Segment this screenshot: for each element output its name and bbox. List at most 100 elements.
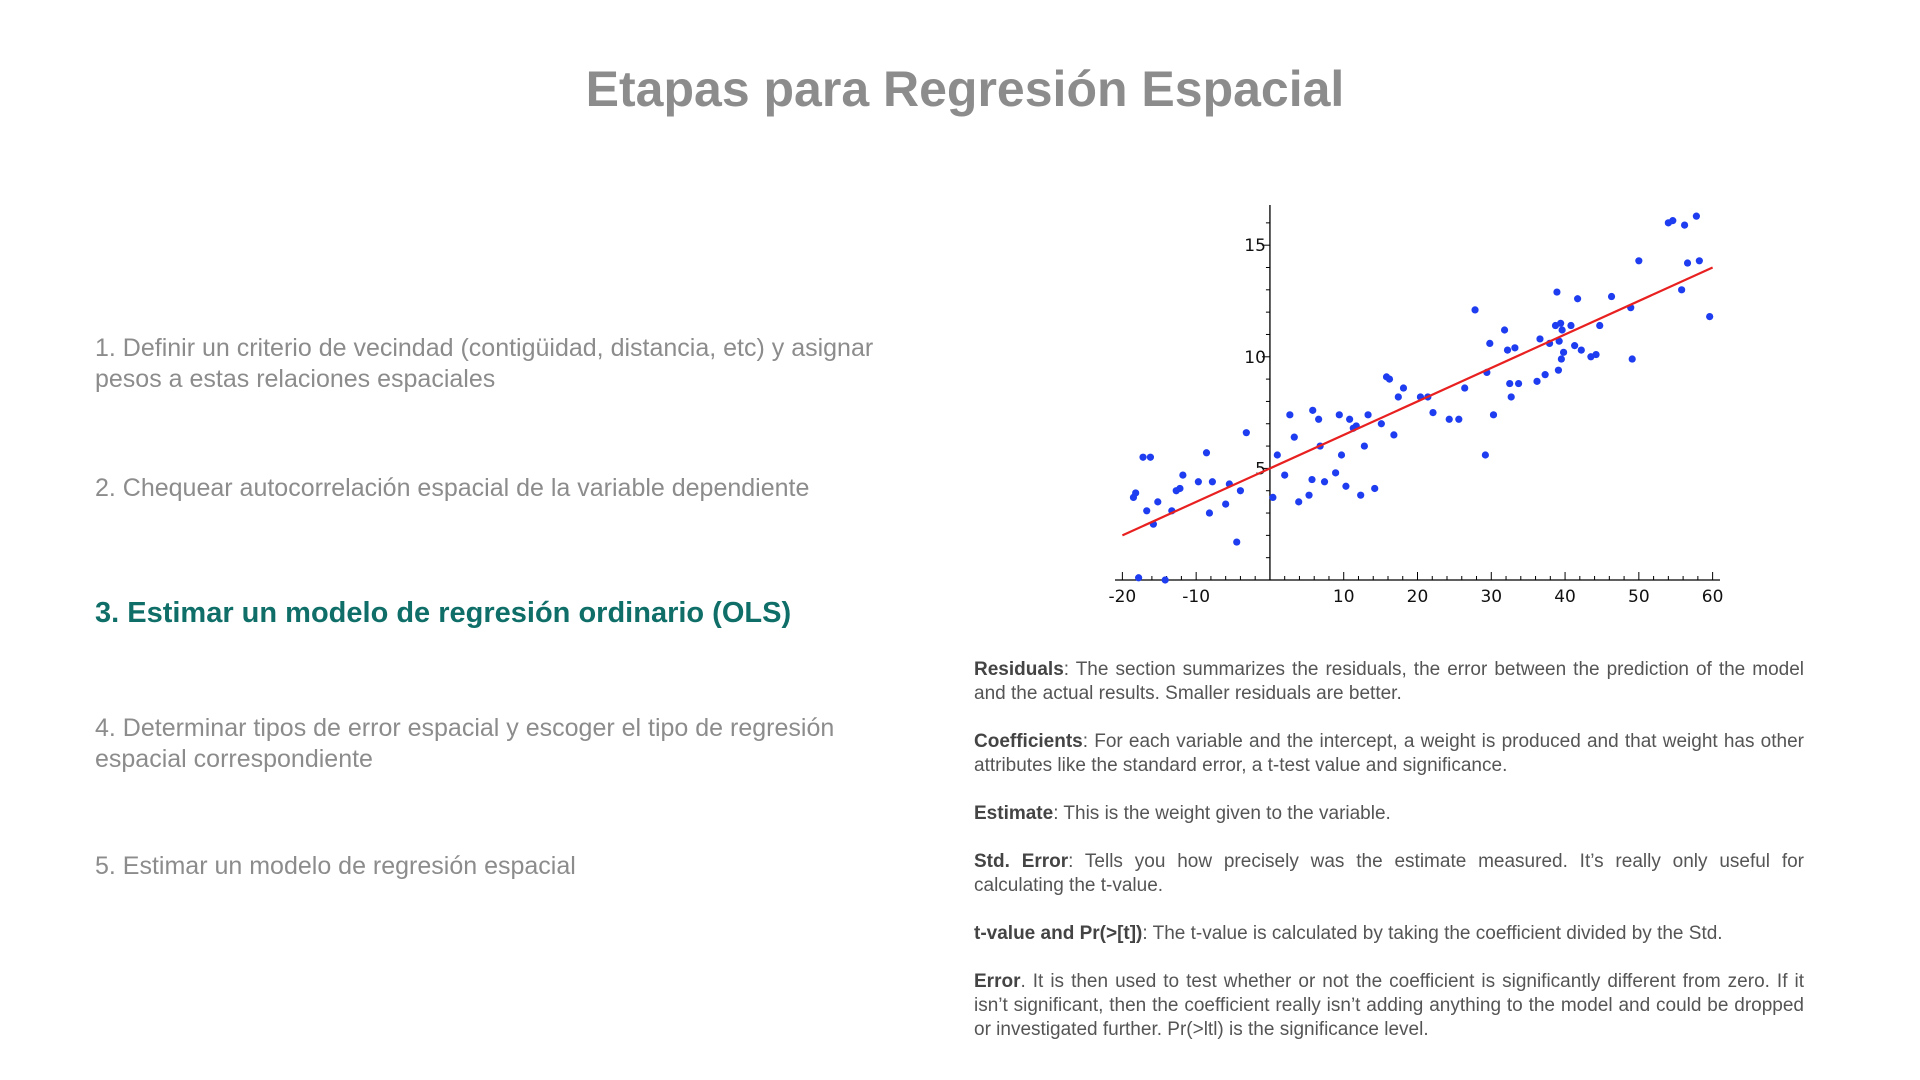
- data-point: [1385, 375, 1394, 383]
- data-point: [1680, 221, 1689, 229]
- data-point: [1281, 471, 1289, 479]
- step-4: 4. Determinar tipos de error espacial y …: [95, 714, 835, 773]
- data-point: [1176, 484, 1184, 493]
- note-text: . It is then used to test whether or not…: [974, 971, 1804, 1040]
- data-point: [1305, 491, 1313, 499]
- data-point: [1273, 451, 1281, 459]
- note-text: : For each variable and the intercept, a…: [974, 731, 1804, 776]
- data-point: [1559, 348, 1568, 356]
- x-axis: -20 -10 10 20 30 40 50 60: [1108, 572, 1723, 607]
- data-point: [1533, 377, 1541, 385]
- x-tick-label: 30: [1480, 587, 1502, 607]
- data-point: [1511, 344, 1519, 352]
- fit-line-layer: [1121, 266, 1714, 537]
- data-point: [1139, 453, 1147, 461]
- data-point: [1269, 493, 1277, 502]
- data-point: [1706, 313, 1714, 321]
- data-point: [1628, 355, 1636, 363]
- data-point: [1377, 420, 1385, 428]
- step-2: 2. Chequear autocorrelación espacial de …: [95, 474, 810, 502]
- data-point: [1489, 411, 1498, 419]
- data-point: [1320, 478, 1329, 486]
- data-point: [1202, 449, 1211, 457]
- data-point: [1286, 411, 1294, 419]
- note-text: : The t-value is calculated by taking th…: [1142, 923, 1723, 944]
- data-point: [1577, 346, 1585, 354]
- data-point: [1506, 379, 1514, 388]
- x-tick-label: 40: [1554, 587, 1576, 607]
- data-point: [1461, 384, 1469, 392]
- glossary-notes: Residuals: The section summarizes the re…: [974, 658, 1804, 1066]
- note-std-error: Std. Error: Tells you how precisely was …: [974, 850, 1804, 898]
- data-point: [1399, 384, 1408, 392]
- data-point: [1596, 321, 1604, 330]
- data-point: [1364, 411, 1372, 419]
- x-tick-label: 60: [1702, 587, 1724, 607]
- data-point: [1541, 371, 1549, 379]
- data-point: [1571, 342, 1579, 350]
- data-point: [1553, 288, 1561, 296]
- data-point: [1429, 408, 1437, 417]
- note-term: Residuals: [974, 659, 1064, 680]
- data-point: [1371, 484, 1379, 493]
- note-coefficients: Coefficients: For each variable and the …: [974, 730, 1804, 778]
- note-term: t-value and Pr(>[t]): [974, 923, 1143, 944]
- data-point: [1695, 257, 1703, 265]
- x-tick-label: -20: [1108, 587, 1136, 607]
- data-point: [1208, 478, 1216, 486]
- data-point: [1236, 487, 1245, 495]
- note-error: Error. It is then used to test whether o…: [974, 970, 1804, 1042]
- data-point: [1143, 507, 1151, 515]
- x-tick-label: 50: [1628, 587, 1650, 607]
- data-point: [1179, 471, 1187, 479]
- data-point: [1308, 475, 1316, 484]
- data-point: [1394, 393, 1402, 401]
- data-point: [1242, 429, 1250, 437]
- data-point: [1558, 326, 1566, 334]
- note-term: Coefficients: [974, 731, 1083, 752]
- y-tick-label: 15: [1244, 236, 1266, 256]
- data-point: [1557, 355, 1565, 363]
- data-point: [1360, 442, 1368, 450]
- note-text: : This is the weight given to the variab…: [1053, 803, 1391, 824]
- data-point: [1471, 306, 1479, 314]
- data-point: [1132, 489, 1140, 497]
- data-point: [1481, 451, 1489, 459]
- step-3-active: 3. Estimar un modelo de regresión ordina…: [95, 597, 792, 629]
- data-point: [1337, 451, 1346, 459]
- y-axis: 5 10 15: [1244, 205, 1271, 580]
- data-point: [1222, 500, 1230, 508]
- data-point: [1683, 259, 1692, 267]
- x-tick-label: -10: [1182, 587, 1210, 607]
- page-title: Etapas para Regresión Espacial: [585, 61, 1345, 117]
- step-5: 5. Estimar un modelo de regresión espaci…: [95, 852, 576, 880]
- data-point: [1342, 482, 1350, 490]
- data-point: [1592, 350, 1600, 359]
- note-term: Error: [974, 971, 1021, 992]
- data-point: [1678, 286, 1686, 294]
- note-term: Std. Error: [974, 851, 1069, 872]
- data-point: [1692, 212, 1700, 220]
- data-point: [1135, 574, 1143, 582]
- data-point: [1332, 469, 1340, 477]
- data-point: [1233, 538, 1241, 546]
- data-point: [1335, 411, 1343, 419]
- note-text: : The section summarizes the residuals, …: [974, 659, 1804, 704]
- data-point: [1346, 415, 1354, 423]
- data-point: [1295, 498, 1303, 506]
- data-point: [1507, 393, 1515, 401]
- y-tick-label: 10: [1244, 348, 1266, 368]
- data-point: [1536, 335, 1544, 343]
- note-residuals: Residuals: The section summarizes the re…: [974, 658, 1804, 706]
- data-point: [1315, 415, 1323, 423]
- data-point: [1567, 321, 1575, 330]
- data-point: [1309, 406, 1317, 414]
- data-point: [1669, 217, 1677, 225]
- data-point: [1161, 576, 1169, 584]
- x-tick-label: 20: [1407, 587, 1429, 607]
- data-point: [1290, 433, 1298, 441]
- data-point: [1455, 415, 1463, 423]
- note-text: : Tells you how precisely was the estima…: [974, 851, 1805, 896]
- data-point: [1194, 478, 1202, 486]
- data-point: [1574, 295, 1582, 303]
